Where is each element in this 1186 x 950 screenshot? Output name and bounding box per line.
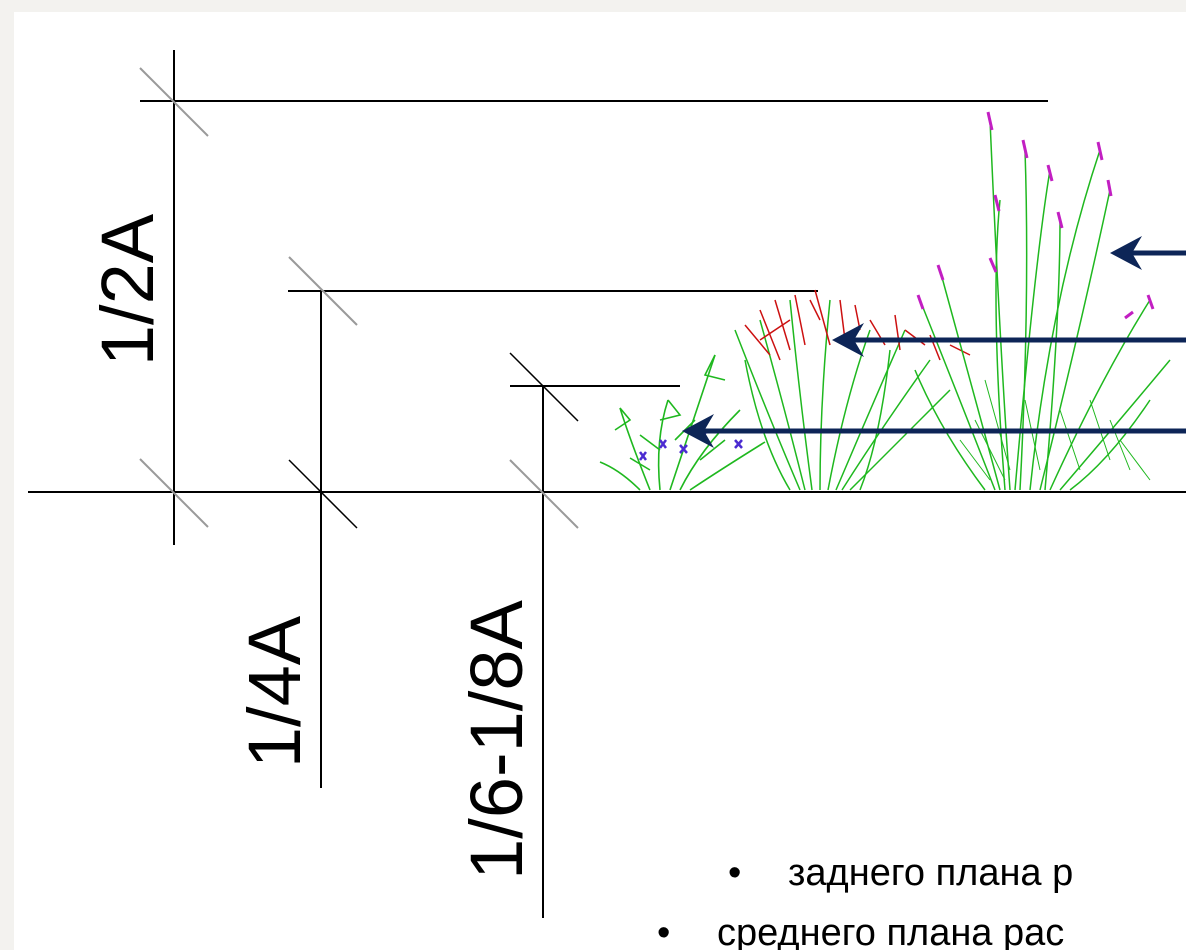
bullet-item-back: • заднего плана р <box>728 852 1073 895</box>
bullet-text-middle: среднего плана рас <box>717 912 1065 950</box>
bullet-text-back: заднего плана р <box>788 852 1074 894</box>
small-plant-with-blue-flowers-icon <box>599 354 766 491</box>
dimension-sixth-eighth: 1/6-1/8A <box>455 352 680 918</box>
slide-canvas: 1/2A 1/4A 1/6-1/8A <box>14 12 1186 950</box>
dimension-half: 1/2A <box>86 50 1048 545</box>
arrow-back-plant <box>1110 236 1186 270</box>
label-sixth-eighth-height: 1/6-1/8A <box>455 599 538 879</box>
arrow-middle-plant <box>832 323 1186 357</box>
bullet-item-middle: • среднего плана рас <box>657 912 1064 950</box>
arrow-front-plant <box>682 414 1186 448</box>
dimension-quarter: 1/4A <box>233 256 818 788</box>
height-proportion-diagram: 1/2A 1/4A 1/6-1/8A <box>28 50 1186 918</box>
label-half-height: 1/2A <box>86 213 169 366</box>
bullet-marker: • <box>657 912 671 950</box>
red-green-grass-icon <box>734 289 971 491</box>
label-quarter-height: 1/4A <box>233 615 316 768</box>
bullet-marker: • <box>728 852 742 894</box>
